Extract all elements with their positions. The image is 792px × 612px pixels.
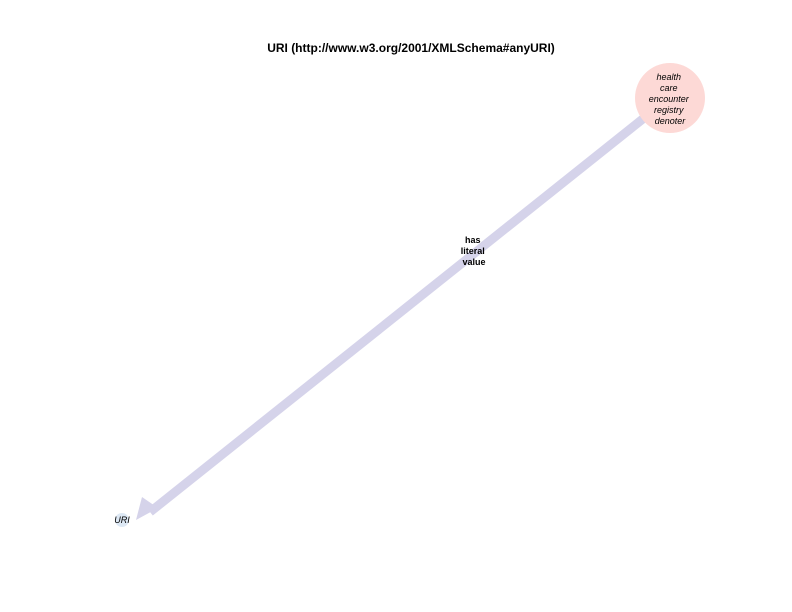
- edge-arrowhead: [136, 497, 158, 520]
- node-label-line: care: [660, 83, 678, 93]
- node-uri[interactable]: [115, 513, 129, 527]
- node-label-line: denoter: [655, 116, 687, 126]
- node-label-line: registry: [654, 105, 684, 115]
- edge-label: has literal value: [461, 235, 488, 267]
- node-label-line: encounter: [649, 94, 690, 104]
- edge-label-line: value: [462, 257, 485, 267]
- diagram-title: URI (http://www.w3.org/2001/XMLSchema#an…: [267, 41, 555, 55]
- edge-label-line: literal: [461, 246, 485, 256]
- node-label-line: health: [656, 72, 681, 82]
- edge-label-line: has: [465, 235, 481, 245]
- node-uri-label: URI: [114, 515, 130, 525]
- edge-has-literal-value[interactable]: [147, 114, 647, 516]
- node-health-care-encounter-registry-denoter[interactable]: [635, 63, 705, 133]
- node-label: health care encounter registry denoter: [649, 72, 692, 126]
